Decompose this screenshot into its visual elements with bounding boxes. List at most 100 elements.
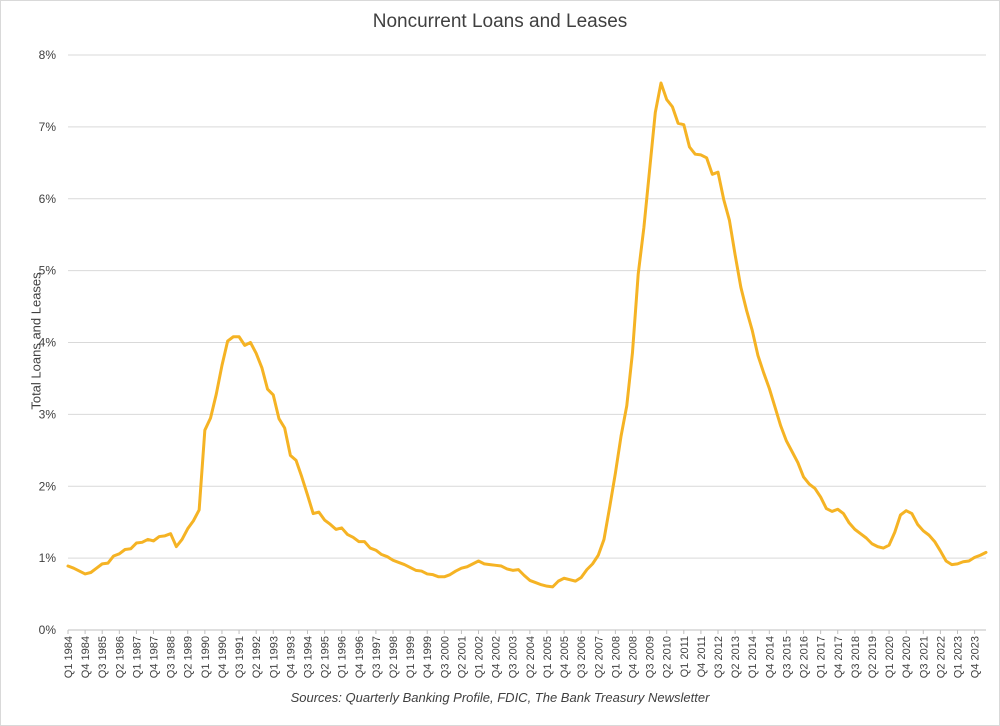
- data-point: [756, 354, 759, 357]
- data-point: [785, 439, 788, 442]
- data-point: [631, 351, 634, 354]
- data-point: [728, 219, 731, 222]
- source-note: Sources: Quarterly Banking Profile, FDIC…: [290, 690, 710, 705]
- x-tick-label: Q1 1999: [405, 636, 417, 678]
- data-point: [352, 536, 355, 539]
- x-tick-label: Q2 1986: [114, 636, 126, 678]
- x-tick-label: Q4 1993: [285, 636, 297, 678]
- data-point: [768, 387, 771, 390]
- data-point: [175, 545, 178, 548]
- data-point: [181, 538, 184, 541]
- data-point: [146, 538, 149, 541]
- data-point: [163, 534, 166, 537]
- data-point: [585, 568, 588, 571]
- x-tick-label: Q1 2014: [747, 636, 759, 678]
- data-point: [642, 226, 645, 229]
- data-point: [84, 572, 87, 575]
- data-point: [637, 273, 640, 276]
- x-tick-label: Q3 2000: [439, 636, 451, 678]
- x-tick-label: Q3 1991: [234, 636, 246, 678]
- data-point: [403, 563, 406, 566]
- data-point: [791, 450, 794, 453]
- data-point: [694, 153, 697, 156]
- data-point: [454, 570, 457, 573]
- data-point: [545, 585, 548, 588]
- data-point: [648, 169, 651, 172]
- data-point: [420, 570, 423, 573]
- data-point: [414, 569, 417, 572]
- data-point: [808, 483, 811, 486]
- data-point: [671, 105, 674, 108]
- data-point: [614, 472, 617, 475]
- data-point: [574, 580, 577, 583]
- x-tick-label: Q3 1985: [97, 636, 109, 678]
- data-point: [460, 567, 463, 570]
- data-point: [802, 475, 805, 478]
- data-point: [888, 544, 891, 547]
- data-point: [374, 549, 377, 552]
- data-point: [209, 416, 212, 419]
- y-tick-label: 5%: [39, 264, 57, 278]
- data-point: [220, 364, 223, 367]
- data-point: [483, 562, 486, 565]
- data-point: [979, 554, 982, 557]
- x-tick-label: Q3 2018: [850, 636, 862, 678]
- y-tick-label: 6%: [39, 192, 57, 206]
- data-point: [426, 572, 429, 575]
- data-point: [967, 560, 970, 563]
- data-point: [95, 567, 98, 570]
- data-point: [477, 560, 480, 563]
- data-point: [682, 123, 685, 126]
- x-tick-label: Q1 2005: [542, 636, 554, 678]
- data-point: [899, 514, 902, 517]
- data-point: [494, 564, 497, 567]
- data-point: [933, 540, 936, 543]
- data-point: [551, 585, 554, 588]
- data-point: [939, 549, 942, 552]
- data-point: [734, 253, 737, 256]
- data-point: [289, 454, 292, 457]
- data-point: [528, 579, 531, 582]
- data-point: [842, 512, 845, 515]
- x-tick-label: Q1 2011: [679, 636, 691, 677]
- data-point: [312, 512, 315, 515]
- x-tick-label: Q1 1993: [268, 636, 280, 678]
- data-point: [431, 573, 434, 576]
- data-point: [922, 529, 925, 532]
- data-point: [72, 567, 75, 570]
- data-point: [255, 352, 258, 355]
- data-point: [882, 547, 885, 550]
- data-point: [124, 548, 127, 551]
- x-tick-label: Q2 1998: [388, 636, 400, 678]
- data-point: [848, 521, 851, 524]
- data-point: [386, 555, 389, 558]
- data-point: [471, 562, 474, 565]
- x-tick-label: Q1 2008: [610, 636, 622, 678]
- data-point: [232, 335, 235, 338]
- data-point: [927, 534, 930, 537]
- y-tick-label: 8%: [39, 48, 57, 62]
- x-tick-label: Q4 1987: [149, 636, 161, 678]
- data-point: [511, 569, 514, 572]
- data-point: [243, 344, 246, 347]
- data-point: [876, 545, 879, 548]
- data-point: [101, 562, 104, 565]
- data-point: [602, 538, 605, 541]
- data-point: [129, 547, 132, 550]
- data-point: [334, 528, 337, 531]
- data-point: [158, 535, 161, 538]
- x-tick-label: Q2 2019: [867, 636, 879, 678]
- x-tick-label: Q2 2013: [730, 636, 742, 678]
- data-point: [813, 487, 816, 490]
- data-point: [945, 560, 948, 563]
- data-point: [260, 366, 263, 369]
- data-point: [796, 461, 799, 464]
- data-point: [870, 542, 873, 545]
- data-point: [78, 570, 81, 573]
- x-tick-label: Q1 1984: [63, 636, 75, 678]
- data-point: [300, 475, 303, 478]
- data-point: [192, 519, 195, 522]
- data-point: [825, 507, 828, 510]
- x-tick-label: Q2 1989: [183, 636, 195, 678]
- x-tick-label: Q1 2023: [952, 636, 964, 678]
